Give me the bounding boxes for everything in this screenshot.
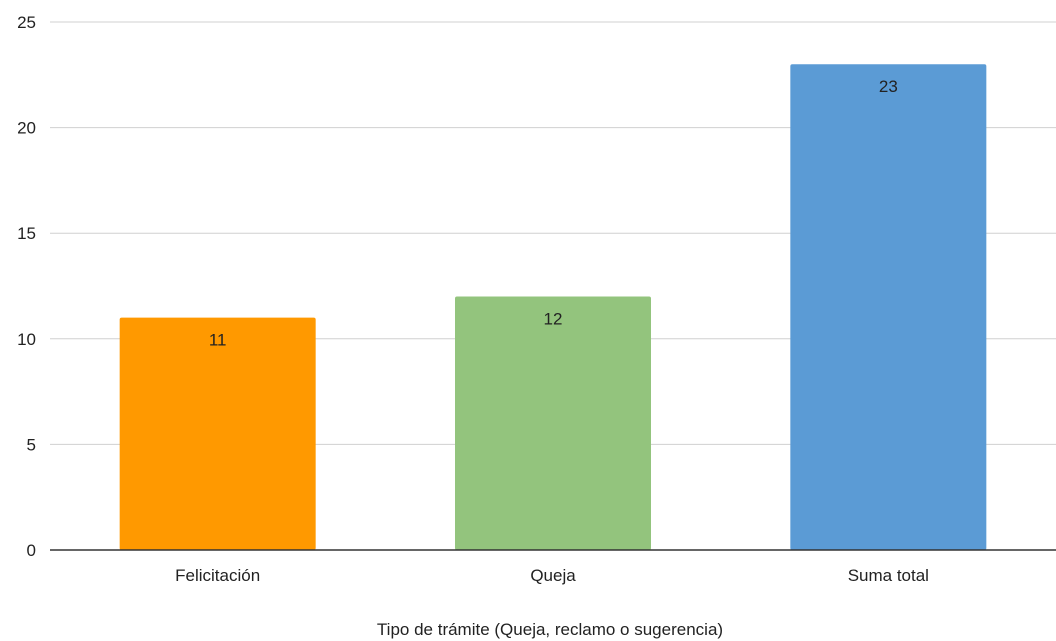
y-tick-label: 10 [17, 330, 36, 349]
x-tick-label: Suma total [848, 566, 929, 585]
y-axis-tick-labels: 0 5 10 15 20 25 [17, 13, 36, 560]
bar [119, 317, 316, 550]
y-tick-label: 15 [17, 224, 36, 243]
y-tick-label: 25 [17, 13, 36, 32]
bar [790, 64, 987, 551]
x-tick-label: Queja [530, 566, 576, 585]
y-tick-label: 0 [27, 541, 36, 560]
bar [455, 296, 651, 550]
bars [119, 64, 987, 551]
y-tick-label: 5 [27, 435, 36, 454]
data-labels: 11 12 23 [209, 77, 898, 349]
data-label: 11 [209, 331, 227, 350]
x-axis-title: Tipo de trámite (Queja, reclamo o sugere… [377, 620, 723, 639]
data-label: 12 [544, 310, 563, 329]
y-tick-label: 20 [17, 119, 36, 138]
data-label: 23 [879, 77, 898, 96]
x-tick-label: Felicitación [175, 566, 260, 585]
x-axis-category-labels: Felicitación Queja Suma total [175, 566, 929, 585]
